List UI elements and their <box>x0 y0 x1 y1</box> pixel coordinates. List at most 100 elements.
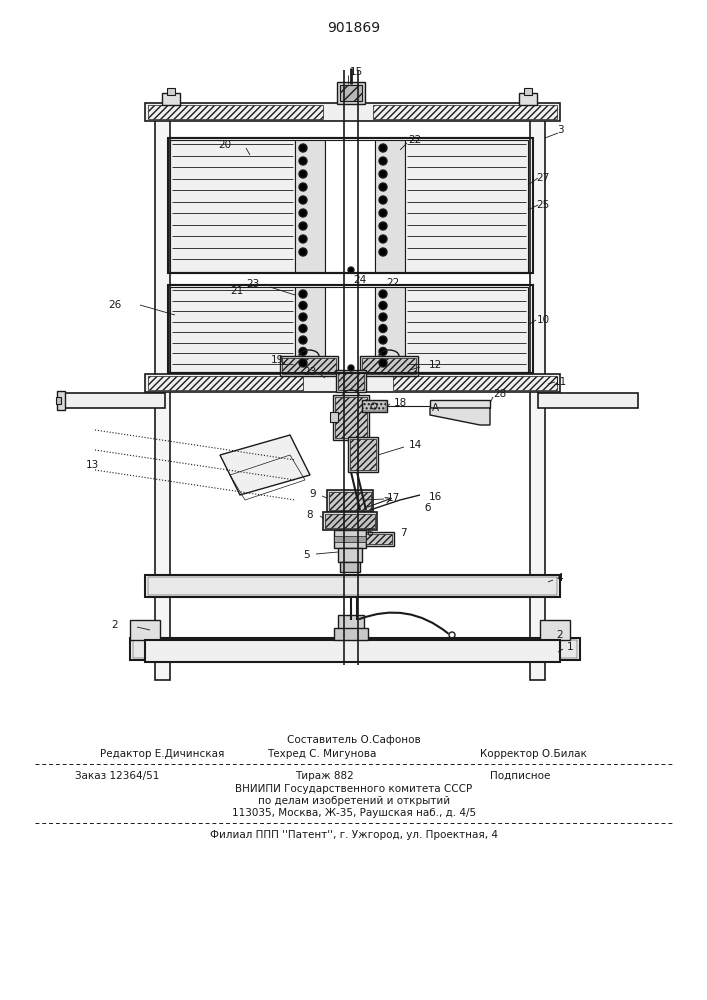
Bar <box>170 287 295 372</box>
Bar <box>340 85 362 101</box>
Text: 1: 1 <box>567 642 573 652</box>
Circle shape <box>299 157 307 165</box>
Bar <box>57 391 65 410</box>
Bar <box>334 530 366 548</box>
Circle shape <box>299 209 307 217</box>
Text: б: б <box>425 503 431 513</box>
Bar <box>133 640 577 658</box>
Bar <box>168 285 533 373</box>
Text: 2: 2 <box>556 630 563 640</box>
Bar <box>360 356 418 376</box>
Bar <box>407 289 526 370</box>
Text: 113035, Москва, Ж-35, Раушская наб., д. 4/5: 113035, Москва, Ж-35, Раушская наб., д. … <box>232 808 476 818</box>
Text: 10: 10 <box>537 315 549 325</box>
Bar <box>295 140 325 272</box>
Bar <box>350 439 376 470</box>
Text: 25: 25 <box>537 200 549 210</box>
Bar <box>335 397 367 438</box>
Text: 901869: 901869 <box>327 21 380 35</box>
Bar <box>366 534 392 544</box>
Text: 14: 14 <box>409 440 421 450</box>
Circle shape <box>379 170 387 178</box>
Bar <box>168 138 533 273</box>
Circle shape <box>348 267 354 273</box>
Text: 6: 6 <box>367 528 373 538</box>
Text: 24: 24 <box>354 275 367 285</box>
Circle shape <box>299 324 307 332</box>
Circle shape <box>299 348 307 356</box>
Bar <box>519 93 537 105</box>
Bar <box>393 376 557 390</box>
Text: Редактор Е.Дичинская: Редактор Е.Дичинская <box>100 749 224 759</box>
Text: 27: 27 <box>537 173 549 183</box>
Circle shape <box>299 313 307 321</box>
Text: 2: 2 <box>112 620 118 630</box>
Text: Филиал ППП ''Патент'', г. Ужгород, ул. Проектная, 4: Филиал ППП ''Патент'', г. Ужгород, ул. П… <box>210 830 498 840</box>
Circle shape <box>299 235 307 243</box>
Circle shape <box>379 235 387 243</box>
Bar <box>405 140 528 272</box>
Bar <box>330 412 338 422</box>
Text: 23: 23 <box>303 367 317 377</box>
Circle shape <box>299 222 307 230</box>
Bar <box>168 138 533 273</box>
Text: 9: 9 <box>310 489 316 499</box>
Text: 12: 12 <box>428 360 442 370</box>
Bar <box>325 514 375 528</box>
Text: 7: 7 <box>399 528 407 538</box>
Circle shape <box>379 302 387 310</box>
Bar <box>280 356 338 376</box>
Circle shape <box>379 313 387 321</box>
Text: по делам изобретений и открытий: по делам изобретений и открытий <box>258 796 450 806</box>
Polygon shape <box>220 435 310 495</box>
Text: 26: 26 <box>108 300 122 310</box>
Text: Заказ 12364/51: Заказ 12364/51 <box>75 771 159 781</box>
Bar <box>323 512 377 530</box>
Circle shape <box>379 324 387 332</box>
Bar <box>148 376 303 390</box>
Bar <box>407 142 526 270</box>
Bar <box>366 532 394 546</box>
Bar <box>282 358 336 374</box>
Text: 22: 22 <box>386 278 399 288</box>
Bar <box>362 358 416 374</box>
Circle shape <box>299 170 307 178</box>
Bar <box>155 105 170 680</box>
Text: Подписное: Подписное <box>490 771 550 781</box>
Bar <box>327 490 373 512</box>
Bar <box>405 287 528 372</box>
Bar <box>130 638 580 660</box>
Polygon shape <box>430 408 490 425</box>
Text: 22: 22 <box>409 135 421 145</box>
Circle shape <box>299 248 307 256</box>
Bar <box>430 400 490 408</box>
Circle shape <box>379 290 387 298</box>
Bar <box>336 370 366 392</box>
Bar <box>295 287 325 372</box>
Bar <box>373 105 557 119</box>
Text: 11: 11 <box>554 377 566 387</box>
Bar <box>148 577 557 595</box>
Text: Корректор О.Билак: Корректор О.Билак <box>480 749 587 759</box>
Text: 28: 28 <box>493 389 507 399</box>
Bar <box>530 105 545 680</box>
Circle shape <box>299 302 307 310</box>
Bar <box>130 620 160 640</box>
Bar <box>325 140 375 272</box>
Circle shape <box>348 365 354 371</box>
Bar <box>338 615 364 630</box>
Circle shape <box>379 196 387 204</box>
Circle shape <box>299 359 307 367</box>
Circle shape <box>299 183 307 191</box>
Bar <box>162 93 180 105</box>
Bar <box>340 562 360 572</box>
Bar <box>540 620 570 640</box>
Bar <box>148 105 323 119</box>
Bar <box>145 640 560 662</box>
Bar <box>334 536 366 542</box>
Bar <box>375 140 405 272</box>
Bar <box>362 400 387 412</box>
Bar <box>333 395 369 440</box>
Circle shape <box>379 336 387 344</box>
Text: Техред С. Мигунова: Техред С. Мигунова <box>267 749 376 759</box>
